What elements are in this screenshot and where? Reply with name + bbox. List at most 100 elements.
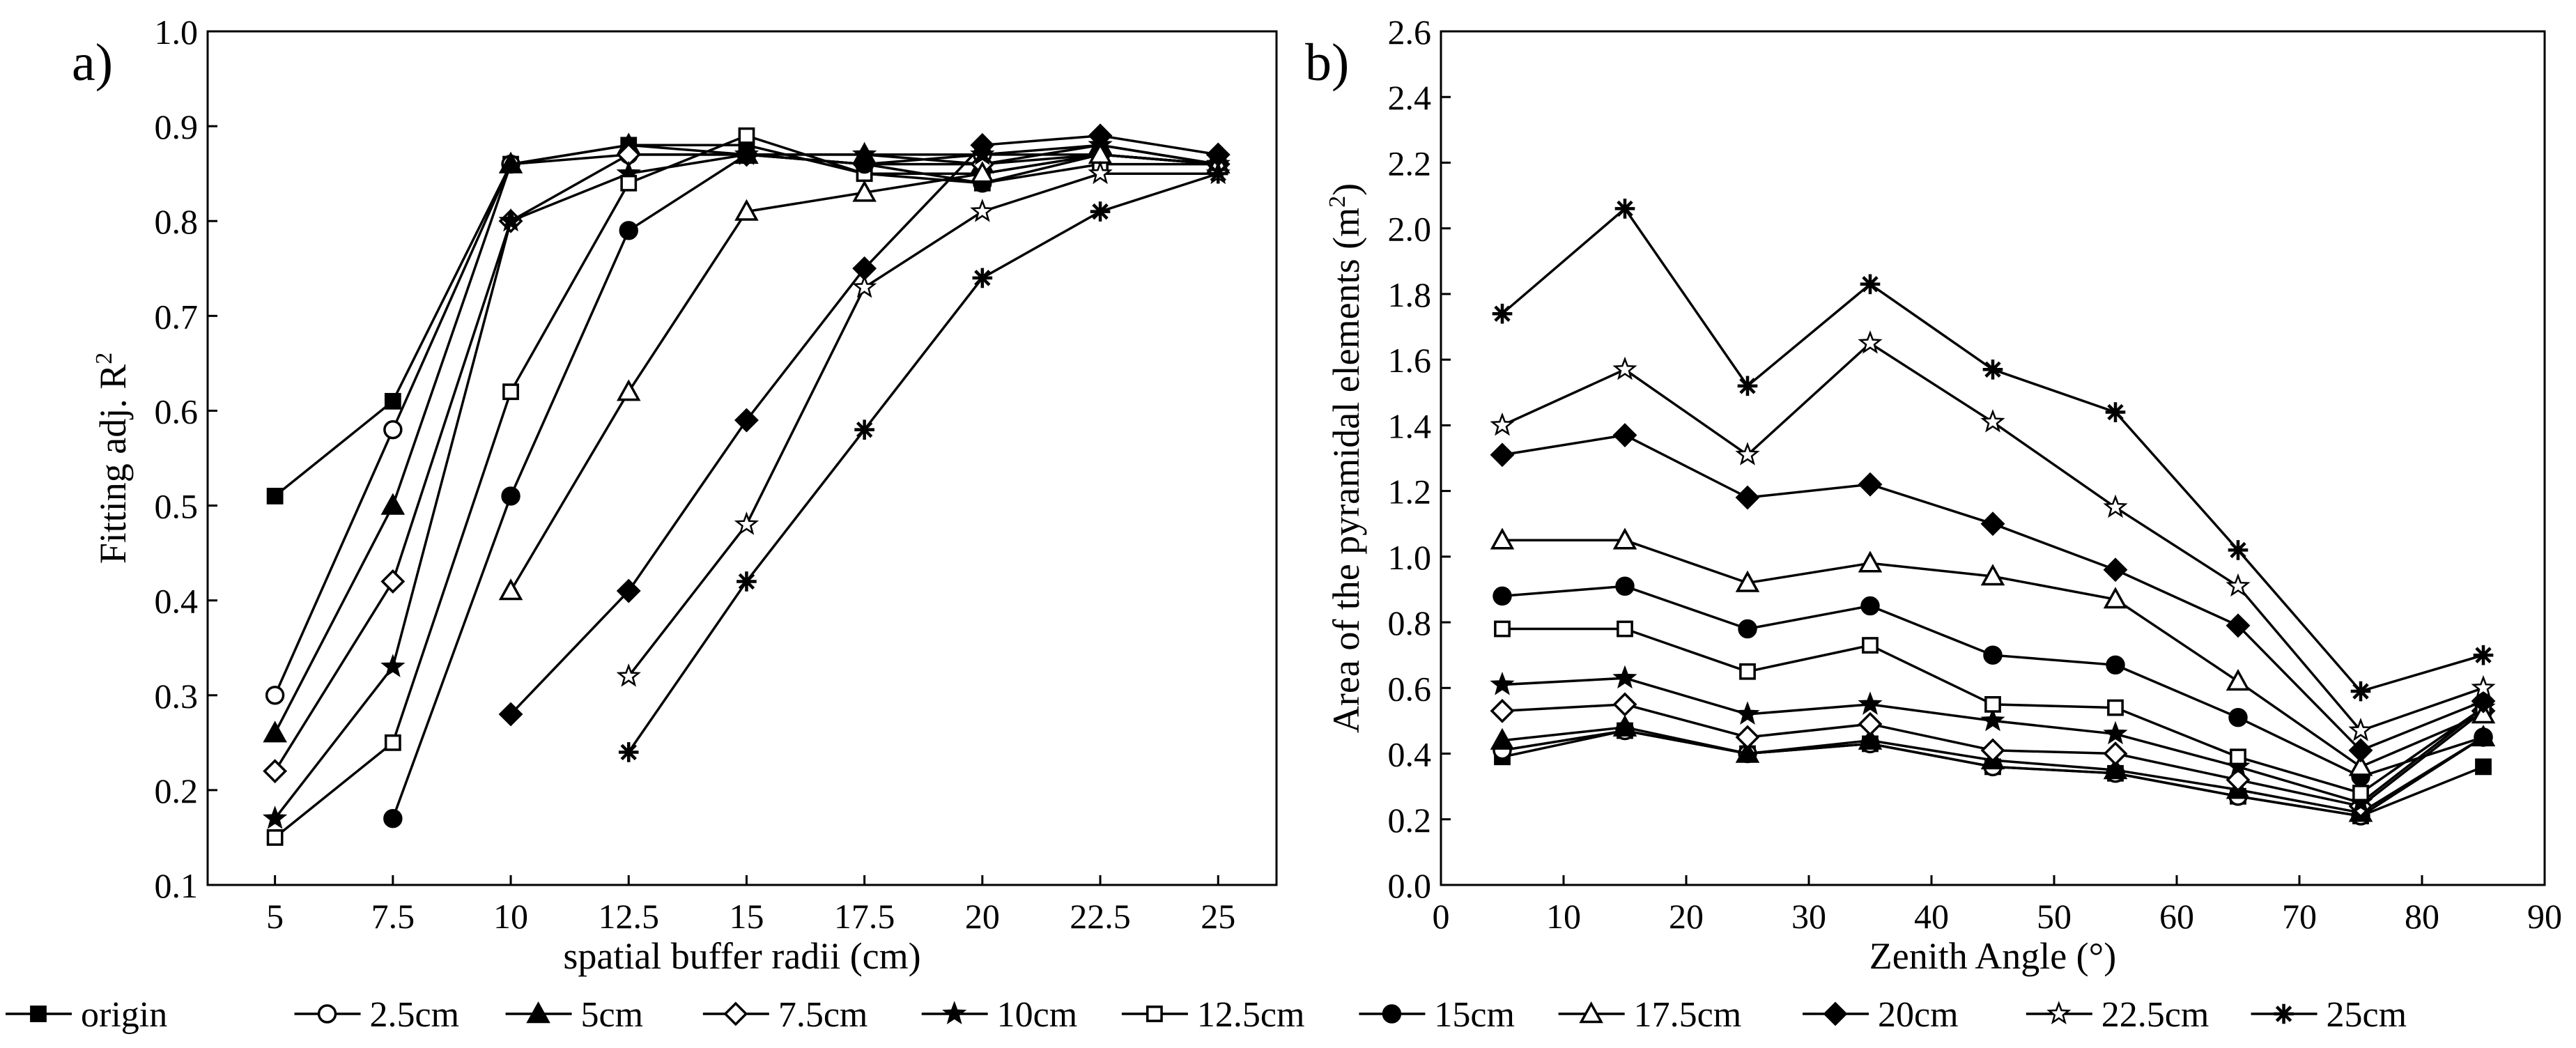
- legend-item-2-5cm: 2.5cm: [294, 995, 459, 1035]
- legend-item-10cm: 10cm: [921, 995, 1077, 1035]
- b-point-12-5cm: [1494, 620, 1511, 638]
- legend-marker-15cm-shape: [1382, 1004, 1402, 1024]
- a-y-tick-label: 0.3: [155, 677, 199, 716]
- b-point-10cm: [1490, 672, 1515, 695]
- b-point-12-5cm-shape: [2107, 699, 2124, 716]
- a-y-tick-label: 0.2: [155, 771, 199, 810]
- a-point-10cm: [263, 806, 288, 829]
- legend-marker-12-5cm: [1146, 1005, 1163, 1022]
- b-point-10cm: [1735, 701, 1760, 725]
- a-point-22-5cm-shape: [1088, 160, 1113, 185]
- b-point-10cm: [2103, 720, 2128, 745]
- b-point-12-5cm: [1739, 663, 1756, 680]
- b-point-10cm: [1612, 665, 1637, 689]
- a-point-22-5cm-shape: [734, 511, 759, 535]
- b-point-7-5cm-shape: [1858, 711, 1883, 737]
- b-point-15cm: [1738, 619, 1757, 639]
- b-point-22-5cm-shape: [2471, 675, 2496, 699]
- b-point-20cm: [2226, 613, 2251, 638]
- b-series-line-25cm: [1501, 206, 2484, 693]
- b-point-17-5cm: [1980, 564, 2005, 586]
- b-point-25cm: [2105, 402, 2126, 422]
- b-point-17-5cm: [1735, 570, 1760, 592]
- b-point-7-5cm: [1980, 738, 2005, 763]
- b-point-10cm: [1858, 691, 1883, 715]
- a-point-20cm-shape: [616, 578, 641, 603]
- b-point-25cm: [2228, 540, 2249, 560]
- a-point-5cm: [498, 151, 523, 174]
- a-point-17-5cm-shape: [970, 161, 995, 183]
- a-x-axis-label: spatial buffer radii (cm): [563, 935, 920, 977]
- a-point-12-5cm-shape: [384, 734, 401, 751]
- b-point-25cm-shape: [1737, 376, 1758, 396]
- a-point-5cm: [263, 720, 287, 743]
- legend-marker-7-5cm: [723, 1001, 748, 1026]
- a-point-15cm-shape: [854, 154, 874, 174]
- legend-marker-10cm: [942, 1001, 967, 1024]
- legend-item-5cm: 5cm: [505, 995, 643, 1035]
- b-point-5cm: [1735, 741, 1760, 763]
- b-point-25cm-shape: [2228, 540, 2249, 560]
- b-point-22-5cm-shape: [1612, 356, 1637, 380]
- a-point-5cm-shape: [380, 493, 406, 515]
- b-point-17-5cm: [1858, 550, 1883, 573]
- a-point-12-5cm-shape: [502, 383, 519, 401]
- b-point-20cm: [1612, 423, 1637, 447]
- a-point-15cm: [854, 154, 874, 174]
- b-point-25cm: [1737, 376, 1758, 396]
- b-point-17-5cm: [1490, 527, 1515, 550]
- b-x-tick-label: 20: [1669, 897, 1704, 936]
- a-point-2-5cm: [383, 419, 403, 440]
- a-point-15cm-shape: [501, 486, 520, 506]
- b-point-17-5cm-shape: [1980, 564, 2005, 586]
- legend-item-17-5cm: 17.5cm: [1558, 995, 1742, 1035]
- b-point-22-5cm: [1858, 330, 1883, 354]
- b-point-12-5cm-shape: [1617, 620, 1633, 638]
- b-point-20cm-shape: [2348, 738, 2373, 763]
- a-point-25cm: [972, 268, 993, 288]
- b-y-tick-label: 2.4: [1388, 78, 1432, 117]
- a-point-origin-shape: [266, 488, 284, 504]
- b-point-25cm: [2350, 681, 2371, 702]
- b-point-22-5cm-shape: [1980, 409, 2005, 433]
- b-point-20cm-shape: [2103, 557, 2128, 583]
- b-x-tick-label: 80: [2405, 897, 2439, 936]
- b-y-axis-label-text: Area of the pyramidal elements (m: [1325, 208, 1367, 733]
- b-y-tick-label: 0.6: [1388, 669, 1432, 708]
- b-point-15cm-shape: [1860, 596, 1880, 616]
- b-point-25cm-shape: [1492, 303, 1513, 324]
- a-point-25cm-shape: [1090, 201, 1111, 222]
- b-point-20cm: [2103, 557, 2128, 583]
- b-x-tick-label: 0: [1433, 897, 1450, 936]
- a-series-17-5cm: [498, 142, 1231, 601]
- b-series-15cm: [1493, 576, 2493, 787]
- b-y-tick-label: 0.2: [1388, 801, 1432, 840]
- b-point-20cm-shape: [2226, 613, 2251, 638]
- legend-label-17-5cm: 17.5cm: [1634, 995, 1742, 1035]
- b-point-10cm-shape: [1735, 701, 1760, 725]
- b-x-tick-label: 50: [2037, 897, 2072, 936]
- b-series-line-22-5cm: [1502, 341, 2484, 732]
- a-series-10cm: [263, 132, 1231, 829]
- legend-item-7-5cm: 7.5cm: [702, 995, 867, 1035]
- a-point-17-5cm-shape: [616, 379, 641, 401]
- b-point-7-5cm-shape: [1490, 698, 1515, 723]
- a-y-axis-label-text: Fitting adj. R: [92, 364, 134, 564]
- legend-label-20cm: 20cm: [1878, 995, 1959, 1035]
- a-point-25cm-shape: [736, 571, 757, 592]
- a-series-22-5cm: [616, 160, 1231, 687]
- a-point-17-5cm: [498, 578, 523, 601]
- a-point-15cm: [501, 486, 520, 506]
- a-point-7-5cm-shape: [380, 569, 406, 594]
- b-point-origin: [2475, 758, 2492, 776]
- a-point-origin: [384, 392, 401, 410]
- a-point-17-5cm-shape: [498, 578, 523, 601]
- a-point-5cm: [380, 493, 406, 515]
- b-point-7-5cm: [1490, 698, 1515, 723]
- a-x-tick-label: 5: [266, 897, 284, 936]
- b-point-5cm-shape: [1612, 714, 1637, 737]
- b-point-22-5cm: [2348, 718, 2373, 741]
- legend-marker-2-5cm-shape: [317, 1004, 337, 1024]
- legend-item-12-5cm: 12.5cm: [1121, 995, 1304, 1035]
- b-y-tick-label: 1.0: [1388, 538, 1432, 577]
